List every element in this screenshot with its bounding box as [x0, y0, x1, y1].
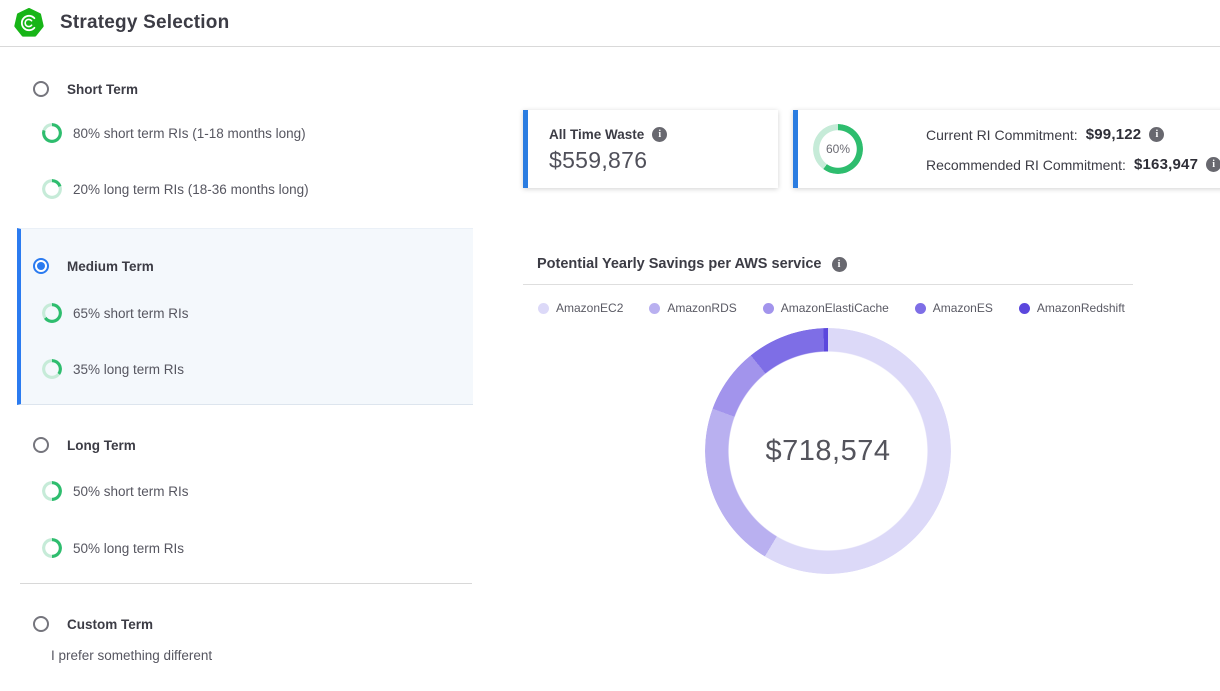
chart-header: Potential Yearly Savings per AWS service… [537, 256, 847, 272]
legend-item[interactable]: AmazonRedshift [1018, 301, 1125, 315]
page-title: Strategy Selection [60, 12, 230, 33]
legend-label: AmazonElastiCache [780, 301, 889, 315]
percent-ring [42, 481, 62, 501]
info-icon[interactable]: i [652, 127, 668, 142]
selected-strategy-panel [17, 228, 473, 405]
legend-item[interactable]: AmazonElastiCache [762, 301, 889, 315]
strategy-detail-label: 50% short term RIs [73, 483, 189, 499]
radio-long-term[interactable] [33, 437, 49, 453]
strategy-detail-row: 20% long term RIs (18-36 months long) [42, 179, 309, 199]
legend-item[interactable]: AmazonEC2 [538, 301, 623, 315]
percent-ring [42, 359, 62, 379]
waste-card-title: All Time Waste [549, 127, 645, 142]
commitment-gauge: 60% [813, 124, 863, 174]
savings-donut-chart: $718,574 [705, 328, 951, 574]
legend-dot [762, 302, 774, 314]
all-time-waste-card: All Time Waste i $559,876 [523, 110, 778, 188]
recommended-commitment-value: $163,947 [1133, 156, 1199, 173]
strategy-detail-row: 50% long term RIs [42, 538, 184, 558]
strategy-detail-label: 50% long term RIs [73, 540, 185, 556]
strategy-detail-row: 65% short term RIs [42, 303, 189, 323]
chart-legend: AmazonEC2 AmazonRDS AmazonElastiCache Amazo… [538, 301, 1125, 315]
percent-ring [42, 538, 62, 558]
legend-label: AmazonRedshift [1036, 301, 1125, 315]
recommended-commitment-label: Recommended RI Commitment: [926, 156, 1126, 173]
chart-title: Potential Yearly Savings per AWS service [537, 256, 822, 272]
current-commitment-value: $99,122 [1085, 126, 1142, 143]
chart-divider [523, 284, 1133, 285]
strategy-label: Custom Term [67, 616, 154, 632]
legend-dot [538, 302, 549, 314]
strategy-label: Medium Term [67, 258, 154, 274]
current-commitment-label: Current RI Commitment: [926, 126, 1078, 143]
strategy-detail-label: 35% long term RIs [73, 361, 185, 377]
legend-label: AmazonEC2 [556, 301, 624, 315]
info-icon[interactable]: i [831, 256, 847, 272]
app-header: Strategy Selection [0, 0, 1220, 47]
gauge-ring [813, 124, 863, 174]
info-icon[interactable]: i [1149, 127, 1165, 142]
strategy-detail-row: 35% long term RIs [42, 359, 184, 379]
legend-label: AmazonRDS [667, 301, 737, 315]
radio-custom-term[interactable] [33, 616, 49, 632]
strategy-label: Long Term [67, 437, 136, 453]
strategy-option-short-term[interactable]: Short Term [33, 80, 138, 98]
strategy-detail-label: 80% short term RIs (1-18 months long) [73, 125, 306, 141]
custom-term-description: I prefer something different [51, 648, 213, 663]
waste-card-value: $559,876 [549, 147, 648, 173]
gauge-percent-label: 60% [825, 142, 851, 156]
strategy-option-medium-term[interactable]: Medium Term [33, 257, 154, 275]
legend-item[interactable]: AmazonES [914, 301, 993, 315]
current-commitment-row: Current RI Commitment: $99,122 i [926, 124, 1220, 145]
legend-dot [914, 302, 926, 314]
radio-short-term[interactable] [33, 81, 49, 97]
radio-medium-term[interactable] [33, 258, 49, 274]
app-logo-icon [14, 8, 44, 38]
legend-item[interactable]: AmazonRDS [649, 301, 737, 315]
percent-ring [42, 123, 62, 143]
strategy-detail-label: 20% long term RIs (18-36 months long) [73, 181, 309, 197]
percent-ring [42, 179, 62, 199]
strategy-option-long-term[interactable]: Long Term [33, 436, 136, 454]
strategy-detail-label: 65% short term RIs [73, 305, 189, 321]
legend-label: AmazonES [932, 301, 993, 315]
recommended-commitment-row: Recommended RI Commitment: $163,947 i [926, 154, 1220, 175]
strategy-detail-row: 50% short term RIs [42, 481, 189, 501]
legend-dot [1018, 302, 1030, 314]
percent-ring [42, 303, 62, 323]
legend-dot [649, 302, 661, 314]
strategy-option-custom-term[interactable]: Custom Term [33, 615, 153, 633]
ri-commitment-card: 60% Current RI Commitment: $99,122 i Rec… [793, 110, 1220, 188]
strategy-detail-row: 80% short term RIs (1-18 months long) [42, 123, 306, 143]
donut-ring[interactable] [705, 328, 951, 574]
donut-total-label: $718,574 [765, 434, 891, 467]
section-divider [20, 583, 472, 584]
info-icon[interactable]: i [1206, 157, 1220, 172]
strategy-label: Short Term [67, 81, 139, 97]
